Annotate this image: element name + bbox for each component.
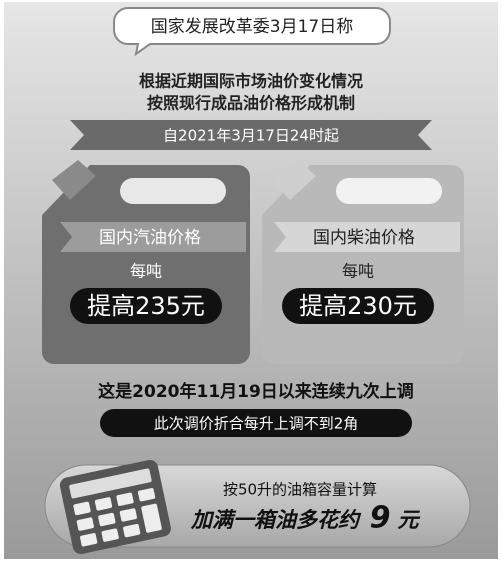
banner-text: 自2021年3月17日24时起 xyxy=(163,127,339,145)
note: 这是2020年11月19日以来连续九次上调 xyxy=(98,381,414,402)
calc-line1: 按50升的油箱容量计算 xyxy=(223,481,377,499)
infographic: 国家发展改革委3月17日称 根据近期国际市场油价变化情况 按照现行成品油价格形成… xyxy=(0,0,502,563)
calc-amount: 9 xyxy=(370,501,391,536)
intro-line: 根据近期国际市场油价变化情况 xyxy=(139,72,363,91)
per-liter: 此次调价折合每升上调不到2角 xyxy=(154,415,359,433)
can-label: 国内汽油价格 xyxy=(99,228,201,248)
calc-unit: 元 xyxy=(398,508,421,532)
can-unit: 每吨 xyxy=(130,262,162,281)
calc-line2: 加满一箱油多花约 xyxy=(190,508,362,532)
can-change: 提高235元 xyxy=(87,292,205,320)
intro-line: 按照现行成品油价格形成机制 xyxy=(147,94,355,113)
can-change: 提高230元 xyxy=(299,292,417,320)
can-unit: 每吨 xyxy=(342,262,374,281)
can-label: 国内柴油价格 xyxy=(313,228,415,248)
header-title: 国家发展改革委3月17日称 xyxy=(151,17,353,37)
